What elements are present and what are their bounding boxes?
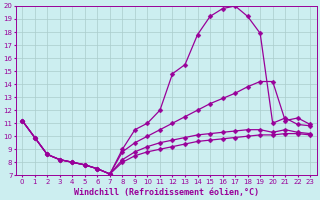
X-axis label: Windchill (Refroidissement éolien,°C): Windchill (Refroidissement éolien,°C) <box>74 188 259 197</box>
